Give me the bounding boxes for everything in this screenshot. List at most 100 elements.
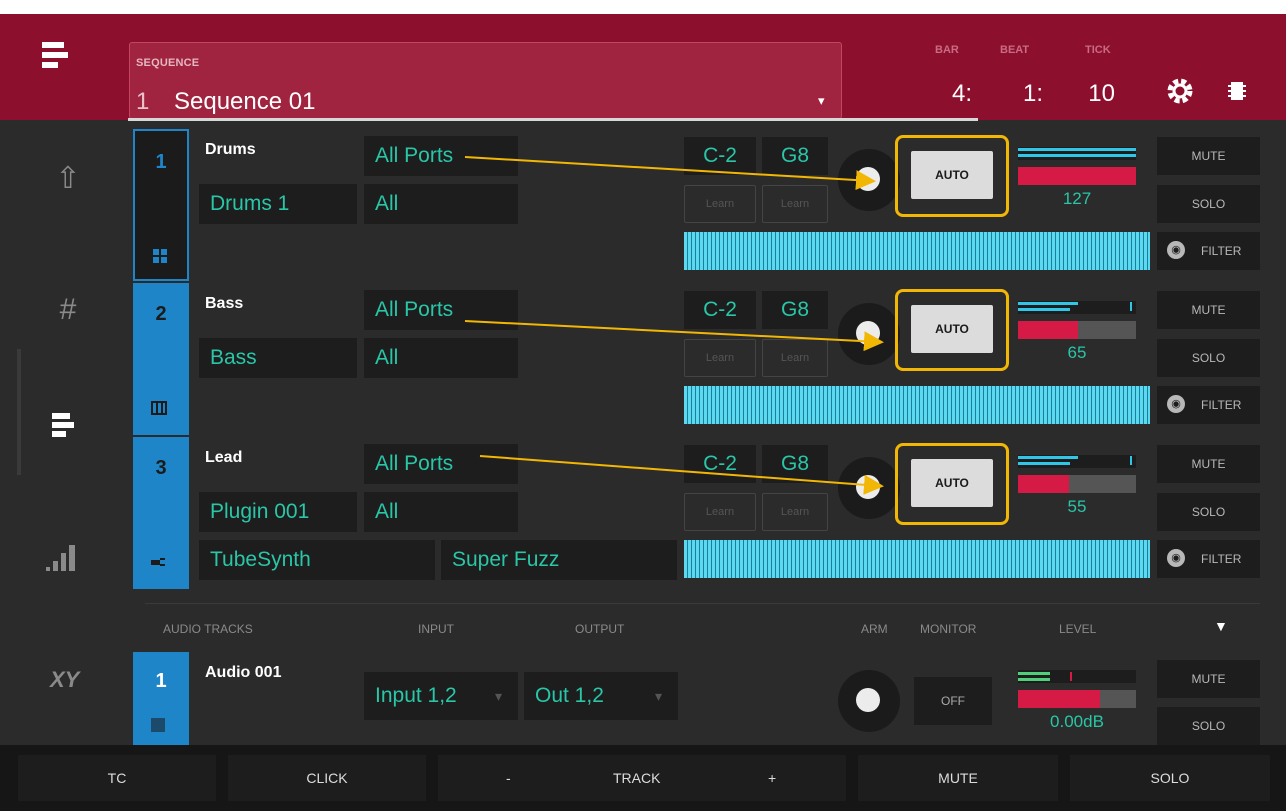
- track-plus-button[interactable]: +: [768, 770, 777, 786]
- solo-mode-button[interactable]: SOLO: [1070, 755, 1270, 801]
- waveform-icon: [151, 718, 165, 732]
- track-number-cell[interactable]: 1: [133, 129, 189, 281]
- cpu-icon[interactable]: [1228, 80, 1246, 102]
- velocity-value: 55: [1067, 497, 1087, 516]
- high-note-field[interactable]: G8: [762, 137, 828, 175]
- mixer-icon[interactable]: [46, 541, 86, 575]
- audio-track-number-cell[interactable]: 1: [133, 652, 189, 752]
- click-button[interactable]: CLICK: [228, 755, 426, 801]
- auto-button[interactable]: AUTO: [911, 151, 993, 199]
- program-select[interactable]: Drums 1: [199, 184, 357, 224]
- playhead-progress: [128, 118, 978, 121]
- settings-gear-icon[interactable]: [1165, 76, 1195, 106]
- solo-button[interactable]: SOLO: [1157, 339, 1260, 377]
- keyboard-range[interactable]: [684, 540, 1150, 578]
- program-select[interactable]: Plugin 001: [199, 492, 357, 532]
- audio-solo-button[interactable]: SOLO: [1157, 707, 1260, 745]
- high-note-field[interactable]: G8: [762, 291, 828, 329]
- preset-select[interactable]: Super Fuzz: [441, 540, 677, 580]
- channel-select[interactable]: All: [364, 492, 518, 532]
- filter-icon: ◉: [1167, 549, 1185, 567]
- track-minus-button[interactable]: -: [506, 770, 511, 786]
- level-meter: [1018, 455, 1136, 468]
- audio-level-fader[interactable]: [1018, 690, 1136, 708]
- arm-button[interactable]: [838, 670, 900, 732]
- audio-tracks-header: AUDIO TRACKS: [163, 622, 253, 636]
- track-view-icon[interactable]: [52, 413, 88, 445]
- velocity-value: 65: [1067, 343, 1087, 362]
- sequence-label: SEQUENCE: [136, 57, 200, 69]
- input-select[interactable]: Input 1,2: [364, 672, 518, 720]
- track-number-cell[interactable]: 2: [133, 283, 189, 435]
- solo-button[interactable]: SOLO: [1157, 185, 1260, 223]
- track-label: TRACK: [613, 770, 661, 786]
- channel-select[interactable]: All: [364, 338, 518, 378]
- beat-value[interactable]: 1:: [1022, 80, 1043, 107]
- low-learn-button[interactable]: Learn: [684, 339, 756, 377]
- high-note-field[interactable]: G8: [762, 445, 828, 483]
- auto-button[interactable]: AUTO: [911, 459, 993, 507]
- menu-icon[interactable]: [42, 42, 82, 78]
- high-learn-button[interactable]: Learn: [762, 185, 828, 223]
- track-number: 1: [155, 151, 167, 173]
- mute-button[interactable]: MUTE: [1157, 137, 1260, 175]
- low-learn-button[interactable]: Learn: [684, 493, 756, 531]
- auto-highlight-box: [895, 135, 1009, 217]
- port-select[interactable]: All Ports: [364, 444, 518, 484]
- track-nav-button[interactable]: - TRACK +: [438, 755, 846, 801]
- sequence-selector[interactable]: SEQUENCE 1 Sequence 01 ▾: [129, 42, 842, 119]
- filter-button[interactable]: ◉ FILTER: [1157, 386, 1260, 424]
- low-note-field[interactable]: C-2: [684, 137, 756, 175]
- keyboard-range[interactable]: [684, 386, 1150, 424]
- filter-button[interactable]: ◉ FILTER: [1157, 540, 1260, 578]
- output-select[interactable]: Out 1,2: [524, 672, 678, 720]
- velocity-value: 127: [1062, 189, 1092, 208]
- port-select[interactable]: All Ports: [364, 136, 518, 176]
- program-select[interactable]: Bass: [199, 338, 357, 378]
- channel-select[interactable]: All: [364, 184, 518, 224]
- mute-button[interactable]: MUTE: [1157, 445, 1260, 483]
- level-header: LEVEL: [1059, 622, 1097, 636]
- high-learn-button[interactable]: Learn: [762, 339, 828, 377]
- filter-label: FILTER: [1201, 552, 1242, 566]
- auto-highlight-box: [895, 289, 1009, 371]
- port-select[interactable]: All Ports: [364, 290, 518, 330]
- audio-mute-button[interactable]: MUTE: [1157, 660, 1260, 698]
- home-icon[interactable]: ⇧: [55, 162, 81, 195]
- velocity-fader[interactable]: [1018, 167, 1136, 185]
- low-note-field[interactable]: C-2: [684, 291, 756, 329]
- track-name[interactable]: Lead: [205, 449, 243, 466]
- track-number-cell[interactable]: 3: [133, 437, 189, 589]
- low-learn-button[interactable]: Learn: [684, 185, 756, 223]
- high-learn-button[interactable]: Learn: [762, 493, 828, 531]
- level-meter: [1018, 301, 1136, 314]
- mute-mode-button[interactable]: MUTE: [858, 755, 1058, 801]
- xy-icon[interactable]: XY: [50, 667, 80, 692]
- expand-chevron-icon[interactable]: ▼: [1214, 618, 1228, 634]
- grid-icon[interactable]: #: [59, 293, 77, 326]
- velocity-fader[interactable]: [1018, 475, 1136, 493]
- pads-icon: [153, 249, 167, 263]
- track-name[interactable]: Bass: [205, 295, 244, 312]
- track-number: 3: [155, 457, 167, 479]
- header-bar: SEQUENCE 1 Sequence 01 ▾ BAR BEAT TICK 4…: [0, 0, 1286, 120]
- auto-button[interactable]: AUTO: [911, 305, 993, 353]
- monitor-toggle[interactable]: OFF: [914, 677, 992, 725]
- keyboard-range[interactable]: [684, 232, 1150, 270]
- track-name[interactable]: Drums: [205, 141, 256, 158]
- tick-value[interactable]: 10: [1088, 80, 1115, 107]
- track-number: 2: [155, 303, 167, 325]
- bar-value[interactable]: 4:: [951, 80, 972, 107]
- chevron-down-icon: ▾: [818, 93, 825, 108]
- mute-button[interactable]: MUTE: [1157, 291, 1260, 329]
- audio-level-meter: [1018, 670, 1136, 683]
- auto-highlight-box: [895, 443, 1009, 525]
- velocity-fader[interactable]: [1018, 321, 1136, 339]
- filter-button[interactable]: ◉ FILTER: [1157, 232, 1260, 270]
- solo-button[interactable]: SOLO: [1157, 493, 1260, 531]
- plugin-icon: [151, 555, 165, 569]
- plugin-select[interactable]: TubeSynth: [199, 540, 435, 580]
- sidebar: ⇧ # XY: [0, 121, 125, 751]
- tc-button[interactable]: TC: [18, 755, 216, 801]
